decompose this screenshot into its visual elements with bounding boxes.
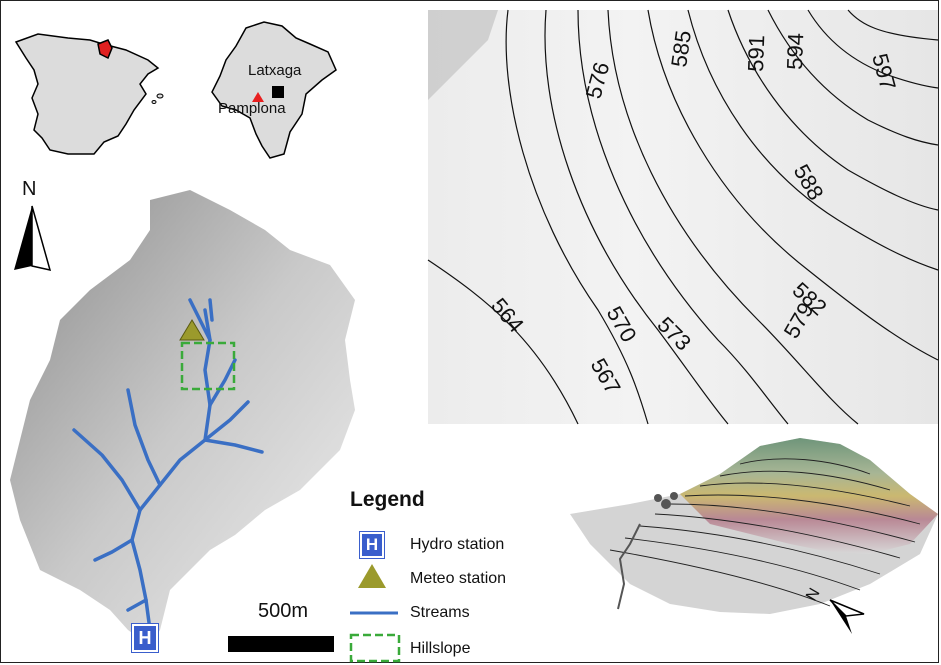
- spain-inset-map: [14, 33, 164, 155]
- legend-stream-icon: [350, 611, 398, 615]
- vegetation: [654, 492, 678, 509]
- perspective-view: [570, 438, 938, 614]
- legend-label: Meteo station: [410, 570, 507, 587]
- legend-label: Streams: [410, 604, 470, 621]
- legend-title: Legend: [350, 488, 425, 511]
- perspective-contours: [609, 458, 921, 607]
- perspective-north-arrow-icon: [829, 599, 865, 634]
- north-arrow-icon: [14, 205, 52, 272]
- contour-lines: [427, 9, 939, 425]
- catchment-map: [10, 190, 355, 646]
- scale-bar-label: 500m: [258, 600, 309, 622]
- legend-label: Hydro station: [410, 536, 505, 553]
- navarra-highlight: [97, 39, 113, 60]
- hydro-station-icon: H: [131, 623, 159, 653]
- contour-map: 576 585 591 594 597 588 582 579 573 570 …: [427, 9, 939, 425]
- pamplona-label: Pamplona: [218, 100, 286, 117]
- hill-shading: [680, 438, 938, 554]
- perspective-stream: [617, 523, 641, 610]
- contour-label: 594: [782, 33, 808, 71]
- spain-outline: [14, 33, 160, 155]
- balearic-island: [156, 93, 164, 99]
- legend-hydro-icon: H: [359, 531, 385, 559]
- latxaga-marker-icon: [272, 86, 284, 98]
- contour-label: 585: [666, 29, 696, 69]
- balearic-island: [151, 100, 157, 104]
- legend-hillslope-icon: [349, 633, 401, 663]
- stream-network: [72, 298, 264, 632]
- legend-meteo-icon: [358, 564, 386, 588]
- latxaga-label: Latxaga: [248, 62, 302, 79]
- pamplona-marker-icon: [252, 92, 264, 102]
- legend-label: Hillslope: [410, 640, 471, 657]
- scale-bar: [228, 636, 334, 652]
- north-label: N: [22, 178, 37, 200]
- catchment-relief: [10, 190, 355, 646]
- shaded-ridge: [428, 10, 498, 100]
- contour-label: 591: [743, 35, 769, 73]
- navarra-inset-map: [211, 21, 337, 159]
- hillslope-box-icon: [180, 341, 236, 391]
- meteo-station-icon: [179, 319, 205, 341]
